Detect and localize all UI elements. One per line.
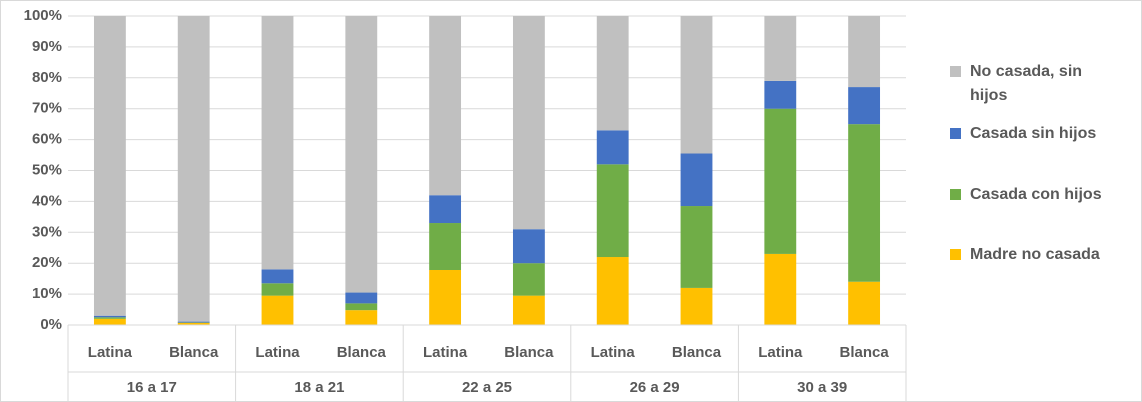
bar-segment bbox=[596, 130, 629, 165]
bar-segment bbox=[764, 253, 797, 325]
x-tick-label: Blanca bbox=[839, 344, 889, 361]
y-tick-label: 0% bbox=[40, 316, 62, 333]
y-tick-label: 70% bbox=[32, 100, 62, 117]
legend-swatch bbox=[950, 128, 961, 139]
legend-swatch bbox=[950, 249, 961, 260]
legend-label: Madre no casada bbox=[970, 246, 1100, 263]
x-tick-label: Latina bbox=[758, 344, 803, 361]
bar-segment bbox=[93, 16, 126, 316]
x-tick-label: Blanca bbox=[504, 344, 554, 361]
bar-segment bbox=[848, 281, 881, 325]
y-tick-label: 10% bbox=[32, 285, 62, 302]
bar-segment bbox=[429, 16, 462, 196]
bar-segment bbox=[345, 310, 378, 325]
bar-segment bbox=[429, 195, 462, 224]
bar-segment bbox=[429, 223, 462, 270]
y-tick-label: 60% bbox=[32, 131, 62, 148]
bar-segment bbox=[764, 16, 797, 81]
bar-segment bbox=[345, 16, 378, 293]
x-tick-label: Blanca bbox=[672, 344, 722, 361]
bar-segment bbox=[429, 269, 462, 325]
bar-segment bbox=[177, 321, 210, 323]
bar-segment bbox=[261, 295, 294, 325]
legend-label: No casada, sin hijos bbox=[970, 63, 1083, 104]
legend-item: No casada, sin hijos bbox=[950, 60, 1135, 108]
bar-segment bbox=[345, 303, 378, 311]
x-tick-label: Blanca bbox=[337, 344, 387, 361]
y-tick-label: 30% bbox=[32, 223, 62, 240]
legend-item: Casada sin hijos bbox=[950, 122, 1135, 146]
bar-segment bbox=[261, 283, 294, 296]
y-tick-label: 50% bbox=[32, 161, 62, 178]
bar-segment bbox=[345, 292, 378, 304]
group-label: 18 a 21 bbox=[294, 379, 344, 396]
bar-segment bbox=[848, 87, 881, 125]
bar-segment bbox=[177, 16, 210, 322]
y-tick-label: 80% bbox=[32, 69, 62, 86]
group-label: 16 a 17 bbox=[127, 379, 177, 396]
y-tick-label: 100% bbox=[24, 7, 62, 24]
bar-segment bbox=[261, 269, 294, 284]
y-tick-label: 20% bbox=[32, 254, 62, 271]
legend-item: Madre no casada bbox=[950, 243, 1135, 267]
legend-label: Casada sin hijos bbox=[970, 125, 1097, 142]
bar-segment bbox=[596, 164, 629, 258]
x-tick-label: Latina bbox=[88, 344, 133, 361]
bar-segment bbox=[512, 263, 545, 296]
x-tick-label: Blanca bbox=[169, 344, 219, 361]
bar-segment bbox=[848, 16, 881, 88]
legend-item: Casada con hijos bbox=[950, 183, 1135, 207]
group-label: 22 a 25 bbox=[462, 379, 512, 396]
legend-swatch bbox=[950, 66, 961, 77]
legend-label: Casada con hijos bbox=[970, 186, 1102, 203]
bar-segment bbox=[680, 16, 713, 154]
bar-segment bbox=[93, 315, 126, 318]
bar-segment bbox=[680, 153, 713, 207]
group-label: 26 a 29 bbox=[630, 379, 680, 396]
legend-swatch bbox=[950, 189, 961, 200]
x-tick-label: Latina bbox=[255, 344, 300, 361]
bar-segment bbox=[261, 16, 294, 270]
bar-segment bbox=[93, 317, 126, 319]
bar-segment bbox=[512, 295, 545, 325]
x-tick-label: Latina bbox=[423, 344, 468, 361]
bar-segment bbox=[512, 229, 545, 264]
bar-segment bbox=[680, 287, 713, 325]
bar-segment bbox=[764, 108, 797, 254]
bar-segment bbox=[596, 257, 629, 325]
bar-segment bbox=[93, 318, 126, 325]
bar-segment bbox=[848, 124, 881, 282]
bar-segment bbox=[177, 322, 210, 325]
bar-segment bbox=[596, 16, 629, 131]
y-tick-label: 90% bbox=[32, 38, 62, 55]
bar-segment bbox=[512, 16, 545, 230]
group-label: 30 a 39 bbox=[797, 379, 847, 396]
bar-segment bbox=[764, 80, 797, 109]
x-tick-label: Latina bbox=[591, 344, 636, 361]
y-tick-label: 40% bbox=[32, 192, 62, 209]
bar-segment bbox=[680, 206, 713, 288]
